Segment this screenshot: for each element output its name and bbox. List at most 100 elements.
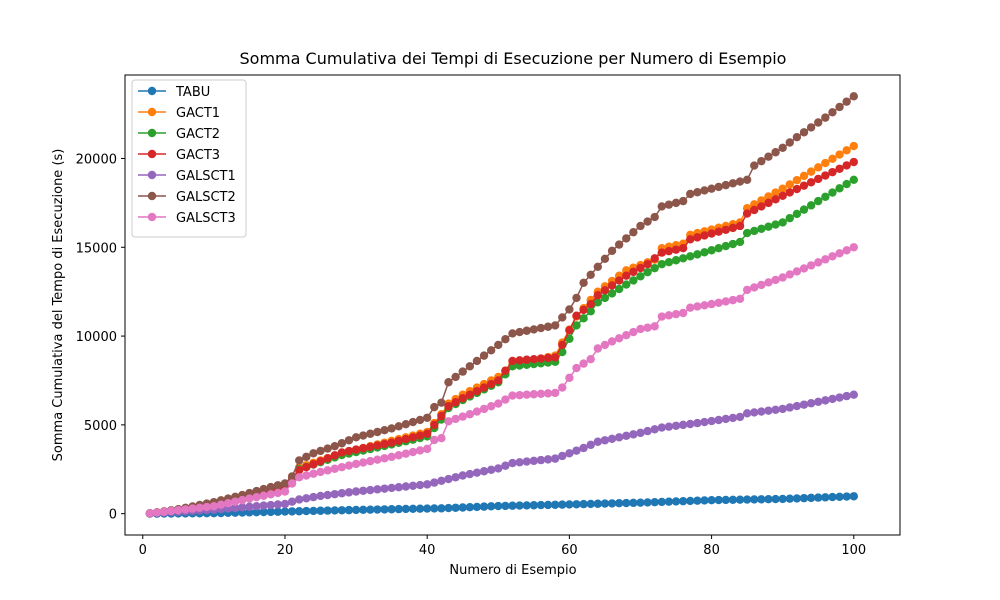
data-point: [629, 276, 638, 285]
data-point: [657, 202, 667, 211]
data-point: [721, 241, 730, 251]
data-point: [814, 397, 823, 406]
data-point: [849, 390, 858, 399]
chart-title: Somma Cumulativa dei Tempi di Esecuzione…: [240, 49, 787, 68]
data-point: [757, 280, 766, 290]
data-point: [351, 505, 361, 515]
data-point: [693, 418, 702, 428]
data-point: [351, 433, 361, 442]
data-point: [657, 248, 667, 257]
legend-item-galsct1: GALSCT1: [138, 169, 236, 184]
data-point: [366, 429, 375, 438]
data-point: [614, 276, 624, 285]
data-point: [664, 422, 674, 431]
data-point: [600, 436, 610, 445]
data-point: [508, 501, 517, 510]
data-point: [835, 102, 844, 112]
data-point: [458, 471, 467, 480]
data-point: [622, 330, 631, 340]
data-point: [444, 378, 453, 387]
data-point: [536, 323, 546, 333]
data-point: [750, 226, 759, 236]
data-point: [458, 412, 467, 421]
data-point: [629, 430, 638, 439]
data-point: [799, 181, 809, 190]
data-point: [358, 458, 368, 467]
data-point: [693, 250, 702, 259]
data-point: [657, 423, 667, 432]
data-point: [814, 118, 823, 127]
data-point: [764, 494, 773, 504]
data-point: [778, 191, 787, 200]
data-point: [600, 293, 610, 303]
data-point: [401, 434, 411, 444]
data-point: [366, 456, 375, 466]
data-point: [444, 402, 453, 411]
data-point: [778, 494, 787, 504]
data-point: [430, 435, 439, 445]
data-point: [408, 417, 418, 427]
data-point: [686, 252, 695, 261]
data-point: [728, 239, 738, 249]
axes-frame: [124, 74, 901, 536]
data-point: [216, 500, 226, 509]
data-point: [643, 498, 652, 507]
data-point: [614, 240, 624, 249]
data-point: [330, 464, 339, 473]
data-point: [515, 458, 524, 467]
data-point: [373, 441, 382, 450]
data-point: [835, 249, 844, 258]
data-point: [678, 243, 688, 253]
data-point: [835, 150, 844, 159]
data-point: [330, 451, 339, 460]
data-point: [259, 491, 268, 500]
data-point: [636, 428, 645, 438]
data-point: [700, 186, 709, 195]
data-point: [415, 415, 425, 425]
data-point: [572, 363, 581, 373]
data-point: [387, 438, 396, 447]
legend-box: [131, 79, 247, 238]
data-point: [778, 184, 787, 193]
data-point: [614, 433, 624, 442]
data-point: [629, 227, 638, 237]
data-point: [650, 212, 659, 222]
data-point: [735, 495, 745, 504]
data-point: [842, 97, 851, 106]
data-point: [636, 221, 645, 231]
data-point: [273, 488, 283, 498]
data-point: [657, 497, 667, 507]
data-point: [735, 237, 745, 247]
data-point: [167, 506, 176, 516]
data-point: [721, 225, 730, 234]
data-point: [373, 427, 382, 437]
data-point: [337, 506, 347, 515]
data-point: [806, 178, 816, 187]
data-point: [579, 305, 588, 315]
data-point: [486, 346, 496, 355]
data-point: [593, 262, 603, 272]
data-point: [259, 501, 268, 510]
data-point: [693, 302, 702, 311]
legend-item-gact1: GACT1: [138, 106, 220, 121]
data-point: [344, 436, 354, 445]
data-point: [479, 404, 489, 414]
data-point: [309, 469, 318, 478]
data-point: [728, 413, 738, 423]
data-point: [252, 486, 261, 496]
data-point: [501, 501, 510, 511]
data-point: [444, 417, 453, 426]
data-point: [714, 243, 723, 253]
data-point: [479, 351, 489, 360]
data-point: [849, 492, 858, 501]
data-point: [358, 444, 368, 453]
data-point: [458, 394, 467, 403]
data-point: [536, 389, 546, 398]
data-point: [302, 506, 311, 516]
data-point: [458, 503, 467, 512]
data-point: [700, 231, 709, 240]
data-point: [586, 354, 595, 364]
data-point: [188, 504, 197, 513]
data-point: [437, 398, 446, 407]
